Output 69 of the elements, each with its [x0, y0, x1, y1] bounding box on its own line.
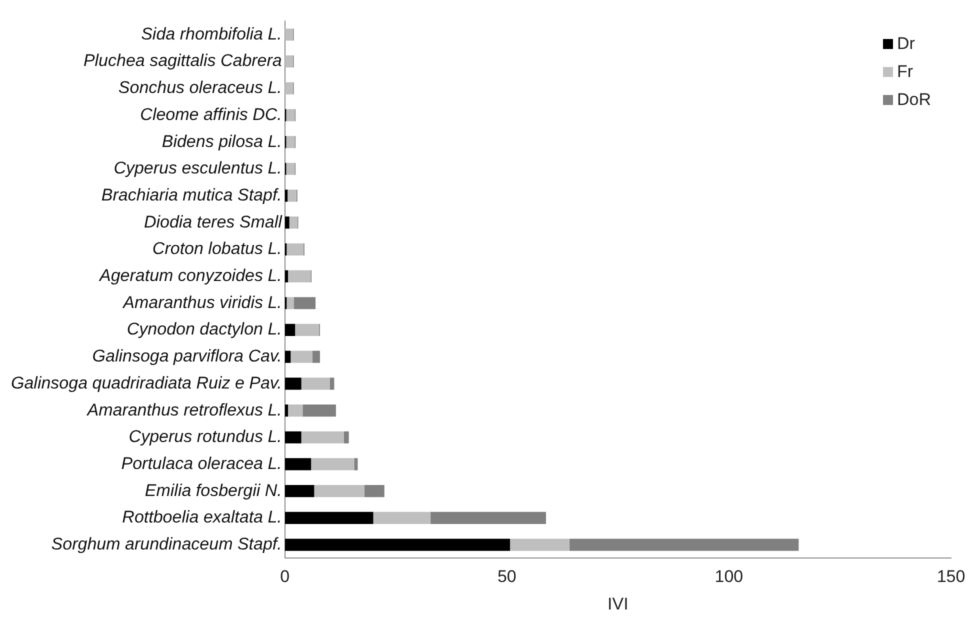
- bar: [284, 512, 374, 524]
- bar: [284, 431, 302, 444]
- bar: [314, 485, 364, 498]
- bar: [286, 162, 295, 175]
- bar: [373, 512, 431, 524]
- bar: [311, 458, 354, 470]
- y-tick-label: Croton lobatus L.: [152, 239, 282, 258]
- y-tick-label: Amaranthus viridis L.: [122, 292, 282, 312]
- bar: [354, 458, 358, 470]
- bar: [284, 82, 293, 94]
- y-tick-label: Cleome affinis DC.: [140, 104, 282, 124]
- bar: [284, 270, 288, 282]
- bar: [284, 216, 290, 229]
- x-axis-title: IVI: [608, 594, 628, 614]
- bar: [288, 190, 296, 202]
- y-tick-label: Diodia teres Small: [144, 212, 284, 232]
- y-tick-label: Emilia fosbergii N.: [144, 480, 282, 500]
- bar: [364, 485, 384, 498]
- bar: [288, 270, 311, 282]
- bar: [284, 28, 293, 41]
- bar: [295, 324, 320, 336]
- bar: [330, 378, 334, 390]
- bar: [344, 431, 349, 444]
- bar: [570, 538, 799, 551]
- legend-label: Dr: [896, 33, 915, 55]
- bar: [284, 190, 288, 202]
- bar: [284, 350, 291, 363]
- bar: [286, 109, 295, 122]
- y-tick-label: Galinsoga parviflora Cav.: [92, 346, 282, 366]
- y-tick-label: Rottboelia exaltata L.: [122, 508, 282, 527]
- bar: [288, 404, 303, 417]
- bar: [284, 458, 312, 470]
- y-tick-label: Amaranthus retroflexus L.: [86, 400, 282, 420]
- bar: [284, 324, 296, 336]
- bar: [312, 350, 320, 363]
- y-tick-label: Portulaca oleracea L.: [121, 454, 282, 473]
- y-tick-label: Sonchus oleraceus L.: [118, 78, 282, 98]
- y-tick-label: Cynodon dactylon L.: [126, 320, 282, 339]
- y-tick-label: Cyperus rotundus L.: [128, 427, 282, 446]
- y-tick-label: Bidens pilosa L.: [162, 132, 282, 151]
- y-tick-label: Galinsoga quadriradiata Ruiz e Pav.: [10, 373, 282, 392]
- x-tick-label: 150: [936, 567, 966, 586]
- bar: [290, 350, 312, 363]
- bar: [286, 297, 294, 310]
- bar: [284, 55, 293, 68]
- bar: [294, 297, 316, 310]
- x-tick-label: 100: [714, 567, 744, 586]
- bar: [301, 378, 330, 390]
- bar: [286, 243, 304, 256]
- bar: [301, 431, 344, 444]
- y-tick-label: Brachiaria mutica Stapf.: [101, 185, 282, 204]
- bar: [284, 538, 510, 551]
- bar: [284, 404, 288, 417]
- x-tick-label: 50: [497, 567, 516, 586]
- bar: [284, 485, 314, 498]
- x-tick-label: 0: [280, 567, 290, 586]
- bar: [430, 512, 546, 524]
- legend-label: DoR: [896, 89, 931, 111]
- bar: [289, 216, 298, 229]
- y-tick-label: Cyperus esculentus L.: [114, 158, 282, 178]
- bar: [302, 404, 336, 417]
- bar: [286, 136, 295, 148]
- legend-label: Fr: [896, 61, 914, 83]
- y-tick-label: Sida rhombifolia L.: [141, 24, 282, 44]
- y-tick-label: Pluchea sagittalis Cabrera: [83, 51, 282, 70]
- bar: [284, 378, 302, 390]
- y-tick-label: Ageratum conyzoides L.: [98, 266, 282, 286]
- y-tick-label: Sorghum arundinaceum Stapf.: [51, 534, 282, 554]
- bar: [510, 538, 570, 551]
